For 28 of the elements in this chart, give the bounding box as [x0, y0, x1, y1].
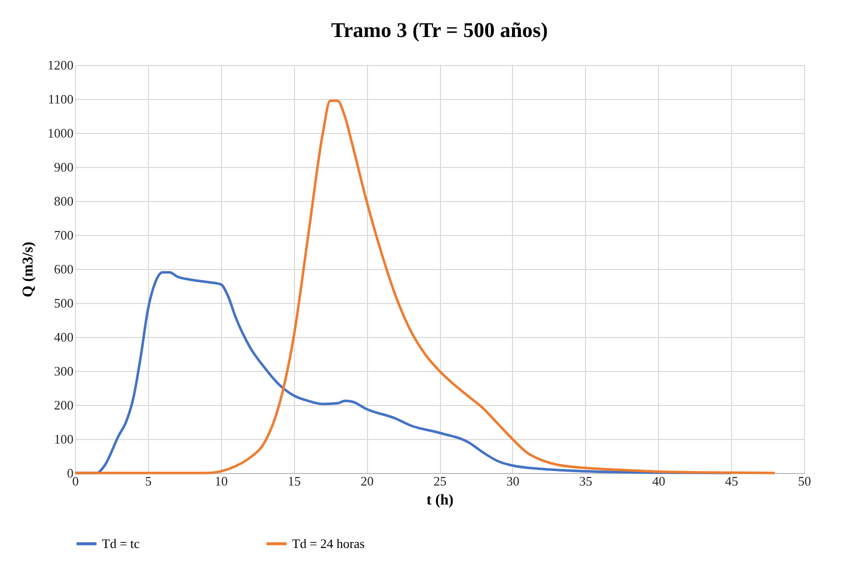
x-tick-label: 20 — [360, 474, 374, 488]
x-tick-label: 40 — [652, 474, 666, 488]
y-axis-title: Q (m3/s) — [20, 242, 36, 298]
chart-title: Tramo 3 (Tr = 500 años) — [331, 18, 548, 42]
x-tick-label: 15 — [288, 474, 301, 488]
y-tick-label: 400 — [54, 330, 74, 344]
x-tick-label: 30 — [506, 474, 520, 488]
x-tick-label: 35 — [579, 474, 592, 488]
y-tick-label: 100 — [54, 432, 74, 446]
y-tick-label: 300 — [54, 364, 74, 378]
x-tick-label: 45 — [725, 474, 738, 488]
line-series — [74, 99, 776, 474]
x-axis-title: t (h) — [426, 492, 454, 508]
y-tick-label: 500 — [54, 296, 74, 310]
y-tick-label: 1200 — [48, 58, 74, 72]
x-tick-label: 10 — [214, 474, 228, 488]
y-tick-label: 600 — [54, 262, 74, 276]
y-tick-label: 200 — [54, 398, 74, 412]
y-tick-label: 1000 — [48, 126, 74, 140]
y-tick-label: 1100 — [48, 92, 74, 106]
y-tick-label: 700 — [54, 228, 74, 242]
legend-label: Td = tc — [102, 536, 140, 551]
y-tick-label: 900 — [54, 160, 74, 174]
x-tick-label: 5 — [145, 474, 152, 488]
legend-label: Td = 24 horas — [292, 536, 365, 551]
x-tick-label: 25 — [434, 474, 446, 488]
y-tick-label: 800 — [54, 194, 74, 208]
x-tick-label: 50 — [798, 474, 811, 488]
